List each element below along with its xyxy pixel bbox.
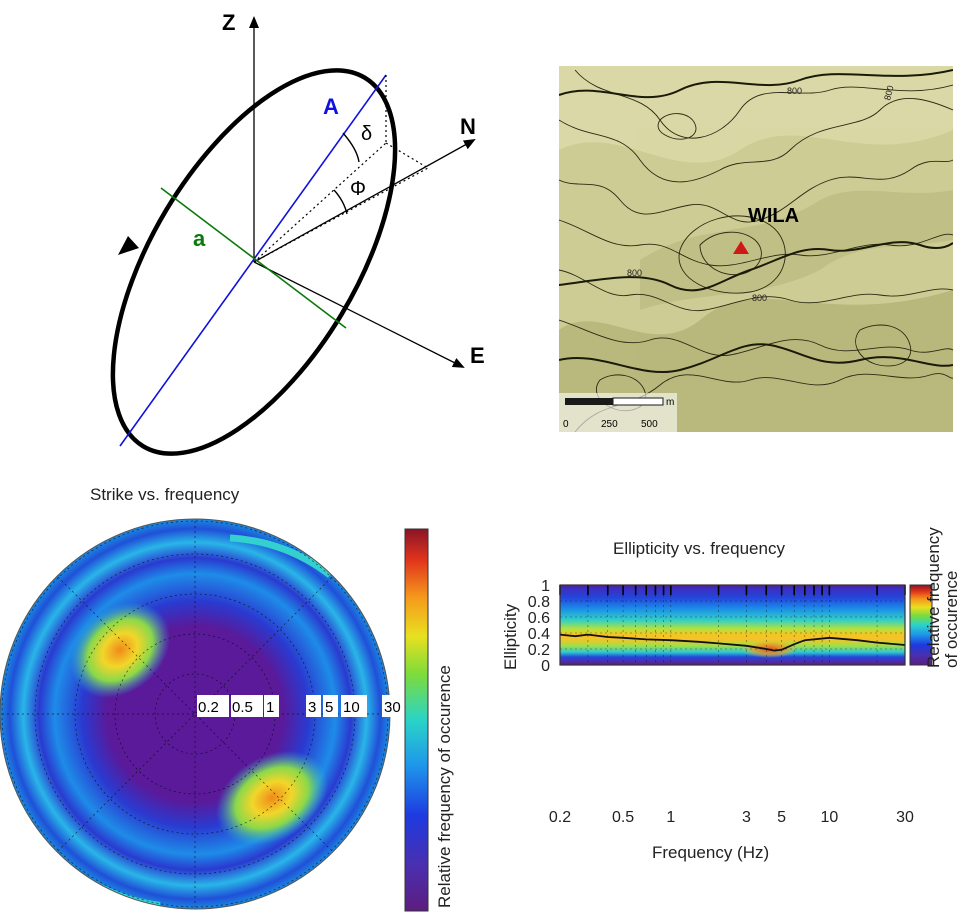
x-tick-label: 10 [820, 809, 838, 826]
outer-ring-highlight [229, 534, 333, 578]
ellipticity-chart: Ellipticity vs. frequency 0.2 0.5 1 3 5 10 30 … [501, 527, 961, 862]
delta-angle-arc [342, 132, 360, 163]
strike-hotspot [215, 750, 329, 846]
strike-colorbar [404, 528, 429, 912]
x-tick-label: 3 [742, 809, 751, 826]
radial-label: 0.2 [198, 699, 219, 716]
y-tick-label: 0.8 [528, 594, 550, 611]
radial-label: 3 [308, 699, 316, 716]
e-axis [253, 261, 465, 368]
rotation-arrow-icon [118, 236, 139, 255]
chart-title: Ellipticity vs. frequency [613, 539, 785, 558]
topographic-map: 800 800 800 800 WILA m 0 250 500 [559, 66, 953, 432]
scale-tick-label: 500 [641, 419, 658, 430]
n-axis [253, 139, 476, 263]
radial-label: 30 [384, 699, 401, 716]
plot-area [559, 584, 906, 666]
radial-label: 0.5 [232, 699, 253, 716]
phi-label: Φ [350, 178, 366, 200]
plot-frame [559, 584, 906, 666]
x-tick-label: 0.2 [549, 809, 571, 826]
axis-z-label: Z [222, 10, 235, 35]
radial-label: 5 [325, 699, 333, 716]
contour-label: 800 [627, 268, 642, 278]
major-axis-line [119, 74, 387, 447]
strike-hotspot [69, 602, 171, 698]
y-tick-label: 1 [541, 578, 550, 595]
radial-frequency-labels: 0.2 0.5 1 3 5 10 30 [197, 695, 410, 717]
y-tick-label: 0.2 [528, 642, 550, 659]
strike-plot-title: Strike vs. frequency [90, 485, 240, 504]
ellipticity-colorbar-label: Relative frequencyof occurence [924, 527, 961, 668]
ellipse-diagram: Z N E A a δ Φ [110, 10, 485, 456]
contour-label: 800 [882, 84, 896, 101]
scale-unit: m [666, 397, 674, 408]
x-tick-label: 30 [896, 809, 914, 826]
major-axis-label: A [323, 94, 339, 119]
minor-axis-label: a [193, 226, 206, 251]
particle-motion-ellipse [110, 68, 398, 456]
x-tick-label: 1 [666, 809, 675, 826]
radial-label: 1 [266, 699, 274, 716]
median-ellipticity-line [559, 633, 906, 652]
ellipticity-colorbar [909, 584, 933, 666]
y-tick-labels: 00.20.40.60.81 [528, 578, 550, 675]
contour-label: 800 [752, 293, 767, 303]
y-tick-label: 0.6 [528, 610, 550, 627]
scale-bar-dark [565, 398, 613, 405]
scale-tick-label: 250 [601, 419, 618, 430]
scale-bar-light [612, 397, 664, 406]
axis-n-label: N [460, 114, 476, 139]
phi-angle-arc [333, 189, 348, 215]
heatmap-density [560, 585, 905, 665]
delta-label: δ [361, 123, 372, 145]
y-axis-label: Ellipticity [501, 603, 520, 670]
x-axis-label: Frequency (Hz) [652, 843, 769, 862]
y-tick-label: 0 [541, 658, 550, 675]
x-tick-label: 5 [777, 809, 786, 826]
contour-label: 800 [787, 86, 802, 96]
index-contours [559, 69, 953, 374]
station-triangle-icon [733, 241, 749, 254]
axis-e-label: E [470, 343, 485, 368]
strike-colorbar-label: Relative frequency of occurence [435, 665, 454, 908]
strike-plot: Strike vs. frequency 0.2 0.5 1 [0, 485, 454, 912]
x-tick-label: 0.5 [612, 809, 634, 826]
radial-label: 10 [343, 699, 360, 716]
scale-tick-label: 0 [563, 419, 569, 430]
projection-lines [253, 75, 429, 263]
station-label: WILA [748, 205, 799, 227]
y-tick-label: 0.4 [528, 626, 550, 643]
minor-axis-line [160, 187, 347, 329]
x-tick-labels: 0.2 0.5 1 3 5 10 30 [549, 809, 914, 826]
